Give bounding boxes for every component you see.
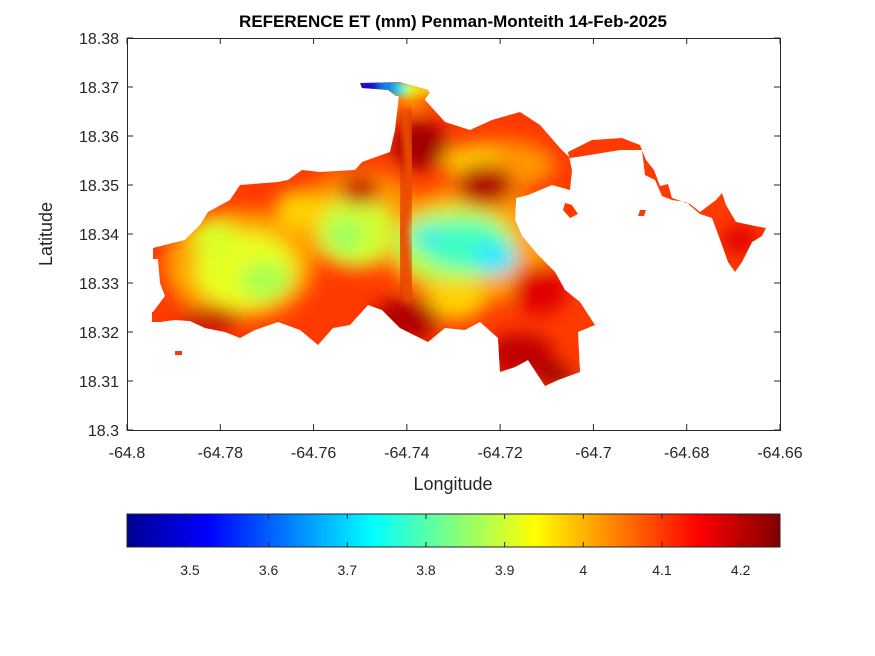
- y-tick-label: 18.38: [79, 31, 119, 48]
- colorbar-ticks: 3.5 3.6 3.7 3.8 3.9 4 4.1 4.2: [180, 514, 751, 578]
- x-tick-label: -64.78: [198, 445, 243, 462]
- colorbar-tick-label: 4.2: [731, 562, 751, 578]
- y-tick-label: 18.33: [79, 276, 119, 293]
- y-tick-label: 18.34: [79, 227, 119, 244]
- colorbar-tick-label: 3.7: [338, 562, 358, 578]
- colorbar-tick-label: 4.1: [652, 562, 672, 578]
- y-tick-label: 18.32: [79, 325, 119, 342]
- colorbar-tick-label: 3.5: [180, 562, 200, 578]
- colorbar-tick-label: 3.9: [495, 562, 515, 578]
- x-tick-label: -64.66: [757, 445, 802, 462]
- y-axis-label: Latitude: [36, 202, 56, 266]
- x-tick-label: -64.7: [575, 445, 612, 462]
- colorbar-tick-label: 3.6: [259, 562, 279, 578]
- x-tick-label: -64.8: [109, 445, 146, 462]
- x-tick-label: -64.76: [291, 445, 336, 462]
- y-axis-ticks: 18.3 18.31 18.32 18.33 18.34 18.35 18.36 18.37 1…: [79, 31, 780, 440]
- colorbar-tick-label: 4: [579, 562, 587, 578]
- y-tick-label: 18.3: [88, 423, 119, 440]
- x-tick-label: -64.68: [664, 445, 709, 462]
- colorbar: [126, 513, 781, 548]
- x-tick-label: -64.72: [477, 445, 522, 462]
- y-tick-label: 18.36: [79, 129, 119, 146]
- x-tick-label: -64.74: [384, 445, 429, 462]
- x-axis-label: Longitude: [413, 474, 492, 494]
- y-tick-label: 18.31: [79, 374, 119, 391]
- chart-title: REFERENCE ET (mm) Penman-Monteith 14-Feb…: [239, 12, 667, 31]
- x-axis-ticks: -64.8 -64.78 -64.76 -64.74 -64.72 -64.7 -64.68…: [109, 38, 803, 462]
- colorbar-tick-label: 3.8: [416, 562, 436, 578]
- y-tick-label: 18.37: [79, 80, 119, 97]
- y-tick-label: 18.35: [79, 178, 119, 195]
